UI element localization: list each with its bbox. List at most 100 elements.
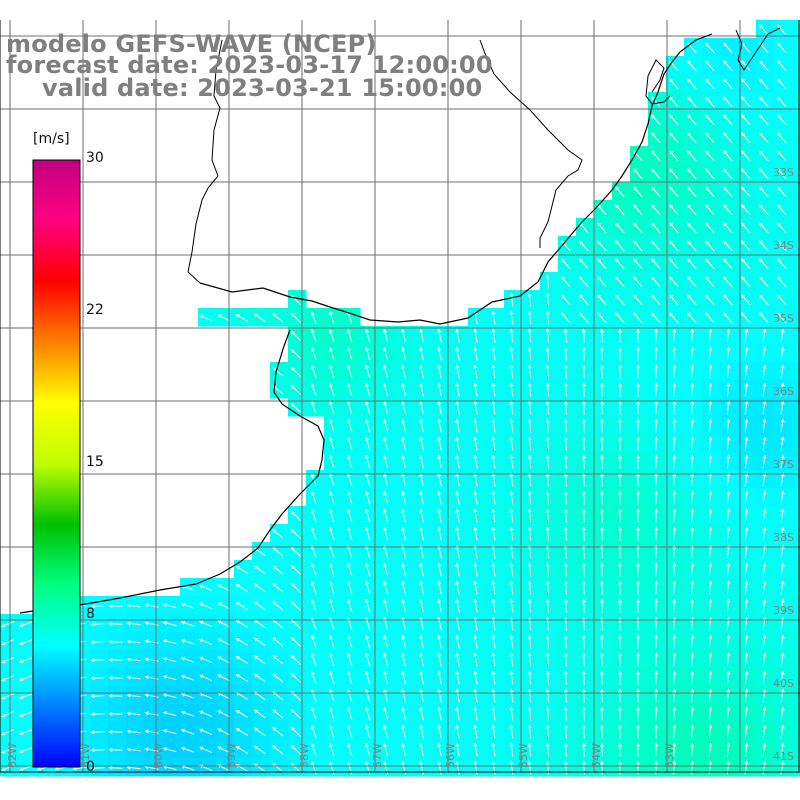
wind-speed-field xyxy=(0,20,800,777)
wind-speed-cell xyxy=(342,506,361,525)
wind-arrow xyxy=(723,60,733,72)
wind-arrow xyxy=(328,724,335,739)
wind-arrow xyxy=(310,724,317,739)
wind-speed-cell xyxy=(324,362,343,381)
wind-speed-cell xyxy=(504,506,523,525)
wind-speed-cell xyxy=(720,38,739,57)
wind-speed-cell xyxy=(792,650,800,669)
wind-speed-cell xyxy=(162,632,181,651)
wind-speed-cell xyxy=(684,578,703,597)
wind-arrow xyxy=(162,729,177,735)
wind-arrow xyxy=(199,746,213,754)
wind-arrow xyxy=(383,688,389,703)
wind-speed-cell xyxy=(684,236,703,255)
wind-speed-cell xyxy=(234,578,253,597)
wind-speed-cell xyxy=(702,164,721,183)
wind-arrow xyxy=(90,622,105,627)
wind-arrow xyxy=(599,346,604,361)
wind-arrow xyxy=(617,742,622,757)
wind-arrow xyxy=(180,656,195,663)
wind-arrow xyxy=(473,742,478,757)
wind-arrow xyxy=(365,724,371,739)
wind-arrow xyxy=(455,346,460,361)
wind-speed-cell xyxy=(522,704,541,723)
wind-speed-cell xyxy=(198,704,217,723)
wind-arrow xyxy=(726,328,731,343)
wind-arrow xyxy=(615,294,625,306)
wind-arrow xyxy=(654,526,659,541)
wind-speed-cell xyxy=(756,686,775,705)
wind-arrow xyxy=(126,621,141,626)
wind-arrow xyxy=(419,580,424,595)
wind-arrow xyxy=(328,310,335,325)
wind-speed-cell xyxy=(738,668,757,687)
wind-speed-cell xyxy=(324,326,343,345)
wind-speed-cell xyxy=(612,452,631,471)
wind-speed-cell xyxy=(126,704,145,723)
wind-arrow xyxy=(253,637,266,647)
wind-speed-cell xyxy=(180,668,199,687)
wind-arrow xyxy=(744,742,749,757)
wind-speed-cell xyxy=(540,650,559,669)
wind-arrow xyxy=(762,526,767,541)
wind-arrow xyxy=(723,114,733,126)
wind-speed-cell xyxy=(198,686,217,705)
wind-speed-cell xyxy=(504,452,523,471)
wind-speed-cell xyxy=(468,308,487,327)
wind-speed-cell xyxy=(396,434,415,453)
wind-speed-cell xyxy=(540,308,559,327)
wind-speed-cell xyxy=(90,614,109,633)
wind-speed-cell xyxy=(288,650,307,669)
wind-arrow xyxy=(527,562,532,577)
wind-speed-cell xyxy=(666,578,685,597)
wind-speed-cell xyxy=(378,416,397,435)
wind-arrow xyxy=(217,728,231,736)
wind-arrow xyxy=(726,490,731,505)
wind-speed-cell xyxy=(630,308,649,327)
wind-arrow xyxy=(690,508,695,523)
wind-arrow xyxy=(561,276,571,288)
wind-speed-cell xyxy=(774,506,793,525)
wind-speed-cell xyxy=(468,686,487,705)
wind-speed-cell xyxy=(378,362,397,381)
wind-speed-cell xyxy=(630,722,649,741)
wind-arrow xyxy=(762,346,767,361)
wind-speed-cell xyxy=(378,650,397,669)
wind-arrow xyxy=(597,312,607,324)
wind-arrow xyxy=(509,688,514,703)
wind-arrow xyxy=(597,240,607,252)
wind-speed-cell xyxy=(396,488,415,507)
wind-speed-cell xyxy=(684,452,703,471)
wind-arrow xyxy=(636,670,640,685)
wind-speed-cell xyxy=(360,740,379,759)
wind-arrow xyxy=(365,742,371,757)
river-plate-south-coast xyxy=(19,329,325,614)
wind-arrow xyxy=(633,258,643,270)
wind-speed-cell xyxy=(756,200,775,219)
wind-speed-cell xyxy=(126,740,145,759)
wind-speed-cell xyxy=(612,398,631,417)
wind-speed-cell xyxy=(504,614,523,633)
wind-speed-cell xyxy=(756,722,775,741)
wind-arrow xyxy=(654,346,659,361)
wind-arrow xyxy=(672,454,677,469)
wind-speed-cell xyxy=(252,686,271,705)
wind-arrow xyxy=(561,240,571,252)
wind-arrow xyxy=(669,258,679,270)
wind-speed-cell xyxy=(756,218,775,237)
wind-speed-cell xyxy=(450,326,469,345)
wind-arrow xyxy=(723,96,733,108)
wind-speed-cell xyxy=(126,632,145,651)
wind-speed-cell xyxy=(684,326,703,345)
wind-arrow xyxy=(744,526,749,541)
wind-arrow xyxy=(90,730,105,735)
wind-arrow xyxy=(545,688,550,703)
wind-speed-cell xyxy=(306,488,325,507)
wind-speed-cell xyxy=(702,506,721,525)
wind-speed-cell xyxy=(756,596,775,615)
wind-arrow xyxy=(527,400,532,415)
wind-arrow xyxy=(563,454,568,469)
wind-arrow xyxy=(581,364,586,379)
wind-arrow xyxy=(744,364,749,379)
wind-speed-cell xyxy=(468,362,487,381)
